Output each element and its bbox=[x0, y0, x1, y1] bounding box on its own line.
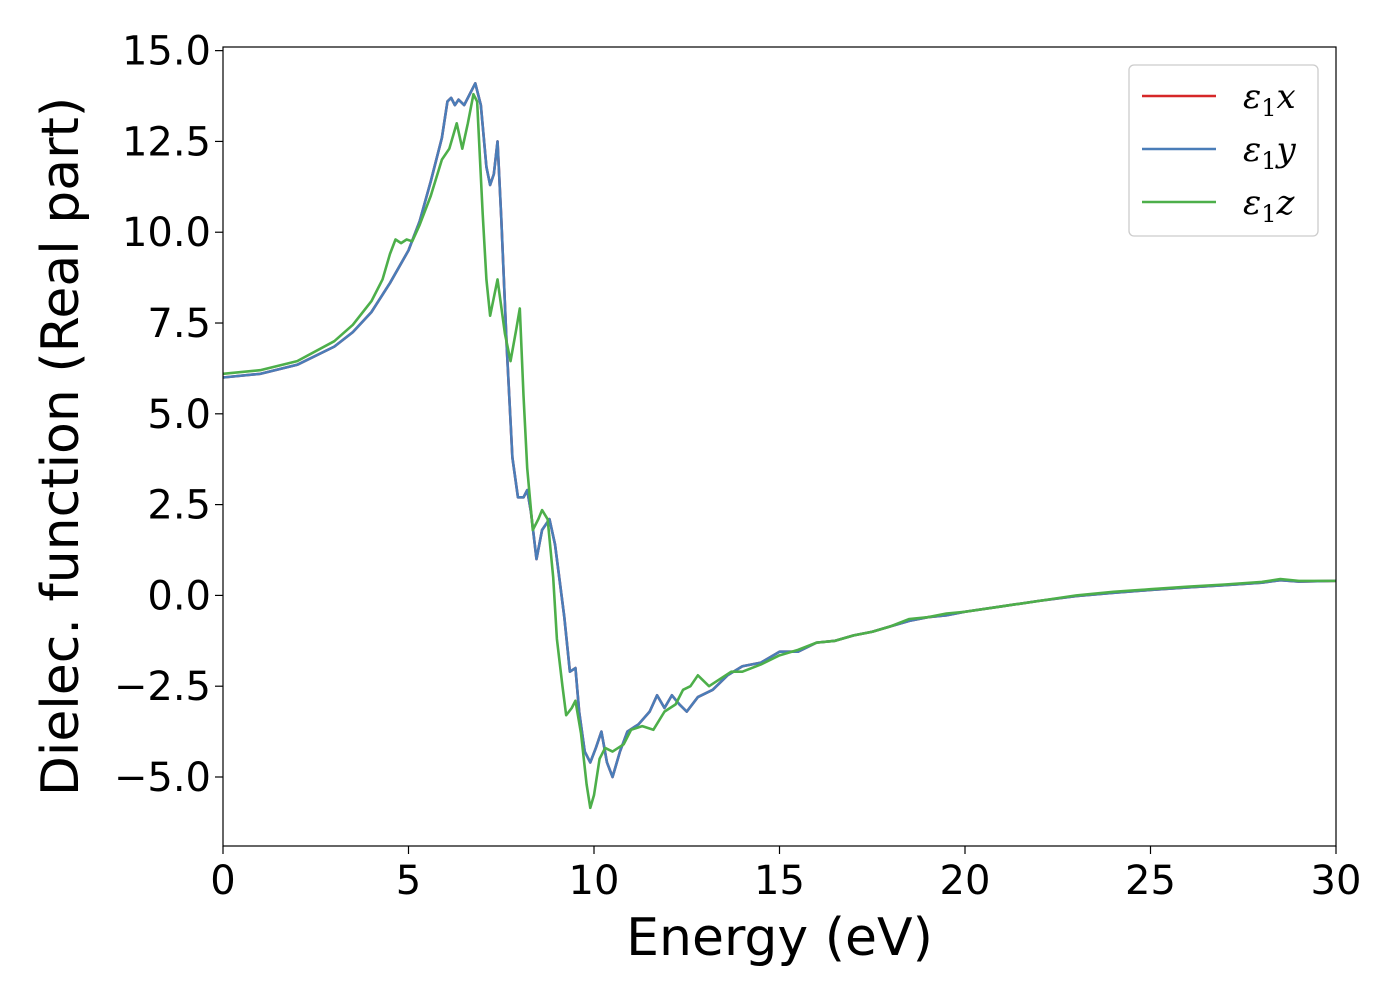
y-tick-label: 12.5 bbox=[122, 119, 211, 165]
legend-subscript: 1 bbox=[1261, 200, 1276, 228]
x-axis-title: Energy (eV) bbox=[626, 908, 933, 968]
x-tick-label: 10 bbox=[569, 858, 620, 904]
legend-subscript: 1 bbox=[1261, 147, 1276, 175]
legend-label-y: ε1y bbox=[1243, 130, 1297, 175]
y-axis-ticks: −5.0 −2.5 0.0 2.5 5.0 7.5 10.0 12.5 15.0 bbox=[114, 29, 223, 801]
y-tick-label: 2.5 bbox=[147, 483, 211, 529]
x-tick-label: 20 bbox=[940, 858, 991, 904]
legend-label-x: ε1x bbox=[1243, 77, 1296, 122]
y-tick-label: 5.0 bbox=[147, 392, 211, 438]
x-tick-label: 30 bbox=[1311, 858, 1362, 904]
x-tick-label: 25 bbox=[1125, 858, 1176, 904]
x-tick-label: 0 bbox=[210, 858, 235, 904]
series-layer bbox=[223, 82, 1336, 810]
y-tick-label: −2.5 bbox=[114, 664, 211, 710]
y-axis-title: Dielec. function (Real part) bbox=[31, 97, 91, 796]
legend-label-z: ε1z bbox=[1243, 183, 1296, 228]
legend-symbol: ε bbox=[1243, 183, 1261, 223]
x-tick-label: 15 bbox=[754, 858, 805, 904]
legend-component: x bbox=[1277, 77, 1296, 117]
legend-symbol: ε bbox=[1243, 77, 1261, 117]
legend-box bbox=[1128, 64, 1319, 237]
y-tick-label: 7.5 bbox=[147, 301, 211, 347]
legend-subscript: 1 bbox=[1261, 94, 1276, 122]
y-tick-label: −5.0 bbox=[114, 755, 211, 801]
y-tick-label: 10.0 bbox=[122, 210, 211, 256]
legend-component: z bbox=[1276, 183, 1296, 223]
y-tick-label: 15.0 bbox=[122, 29, 211, 75]
y-tick-label: 0.0 bbox=[147, 573, 211, 619]
series-line-z bbox=[223, 92, 1336, 810]
x-tick-label: 5 bbox=[396, 858, 421, 904]
legend-component: y bbox=[1275, 130, 1297, 170]
legend-symbol: ε bbox=[1243, 130, 1261, 170]
x-axis-ticks: 0 5 10 15 20 25 30 bbox=[210, 846, 1361, 904]
